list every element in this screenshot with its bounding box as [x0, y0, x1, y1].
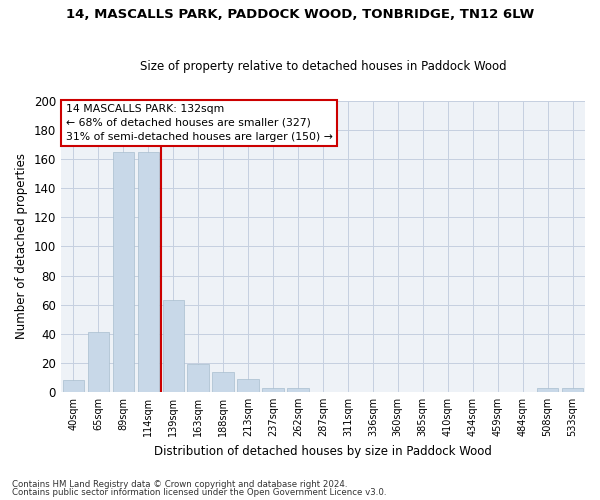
Bar	[562, 388, 583, 392]
Y-axis label: Number of detached properties: Number of detached properties	[15, 154, 28, 340]
X-axis label: Distribution of detached houses by size in Paddock Wood: Distribution of detached houses by size …	[154, 444, 492, 458]
Bar	[137, 152, 159, 392]
Bar	[163, 300, 184, 392]
Bar	[212, 372, 233, 392]
Text: 14 MASCALLS PARK: 132sqm
← 68% of detached houses are smaller (327)
31% of semi-: 14 MASCALLS PARK: 132sqm ← 68% of detach…	[66, 104, 332, 142]
Text: Contains HM Land Registry data © Crown copyright and database right 2024.: Contains HM Land Registry data © Crown c…	[12, 480, 347, 489]
Text: 14, MASCALLS PARK, PADDOCK WOOD, TONBRIDGE, TN12 6LW: 14, MASCALLS PARK, PADDOCK WOOD, TONBRID…	[66, 8, 534, 20]
Bar	[262, 388, 284, 392]
Bar	[537, 388, 558, 392]
Bar	[88, 332, 109, 392]
Bar	[187, 364, 209, 392]
Title: Size of property relative to detached houses in Paddock Wood: Size of property relative to detached ho…	[140, 60, 506, 74]
Text: Contains public sector information licensed under the Open Government Licence v3: Contains public sector information licen…	[12, 488, 386, 497]
Bar	[238, 379, 259, 392]
Bar	[62, 380, 84, 392]
Bar	[113, 152, 134, 392]
Bar	[287, 388, 308, 392]
